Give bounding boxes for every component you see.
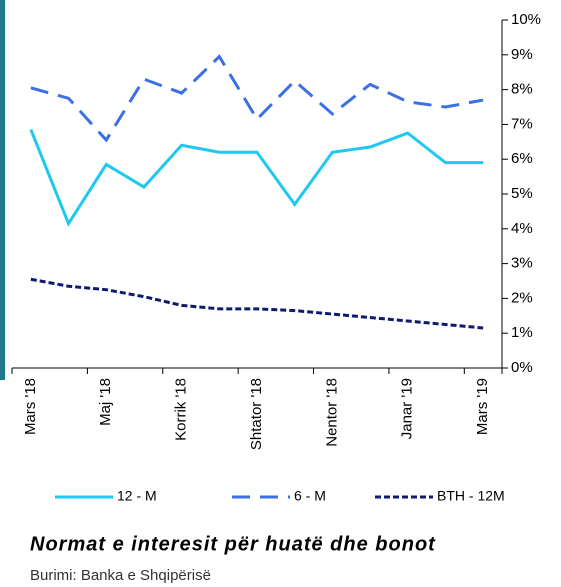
y-tick-label: 3% — [511, 255, 533, 272]
x-tick-label: Shtator '18 — [248, 378, 265, 450]
x-tick-label: Mars '19 — [474, 378, 491, 435]
y-tick-label: 5% — [511, 185, 533, 202]
y-tick-label: 6% — [511, 150, 533, 167]
x-tick-label: Maj '18 — [97, 378, 114, 426]
x-tick-label: Janar '19 — [399, 378, 416, 439]
x-tick-label: Korrik '18 — [173, 378, 190, 441]
y-tick-label: 1% — [511, 324, 533, 341]
legend-label: 6 - M — [294, 488, 326, 504]
y-tick-label: 0% — [511, 359, 533, 376]
y-tick-label: 2% — [511, 289, 533, 306]
series-line — [30, 54, 484, 143]
chart-title: Normat e interesit për huatë dhe bonot — [30, 533, 436, 555]
y-tick-label: 9% — [511, 46, 533, 63]
source: Burimi: Banka e Shqipërisë — [30, 567, 211, 584]
side-bar — [0, 0, 5, 380]
x-tick-label: Nentor '18 — [323, 378, 340, 447]
legend-label: BTH - 12M — [437, 488, 505, 504]
y-tick-label: 4% — [511, 220, 533, 237]
x-tick-label: Mars '18 — [22, 378, 39, 435]
y-tick-label: 8% — [511, 81, 533, 98]
series-line — [29, 129, 484, 227]
y-tick-label: 7% — [511, 115, 533, 132]
series-line — [30, 277, 484, 330]
y-tick-label: 10% — [511, 11, 541, 28]
legend-label: 12 - M — [117, 488, 157, 504]
